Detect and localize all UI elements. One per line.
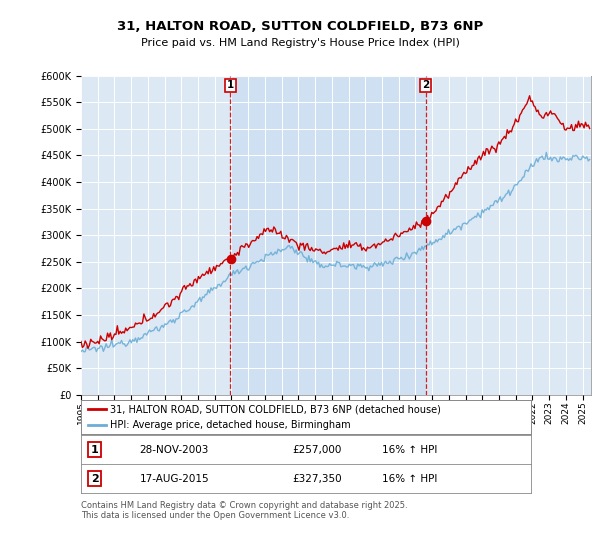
Text: 17-AUG-2015: 17-AUG-2015 [139, 474, 209, 484]
Text: 16% ↑ HPI: 16% ↑ HPI [383, 474, 438, 484]
Text: 31, HALTON ROAD, SUTTON COLDFIELD, B73 6NP: 31, HALTON ROAD, SUTTON COLDFIELD, B73 6… [117, 20, 483, 34]
Text: £257,000: £257,000 [293, 445, 342, 455]
Text: 31, HALTON ROAD, SUTTON COLDFIELD, B73 6NP (detached house): 31, HALTON ROAD, SUTTON COLDFIELD, B73 6… [110, 404, 441, 414]
Text: Contains HM Land Registry data © Crown copyright and database right 2025.
This d: Contains HM Land Registry data © Crown c… [81, 501, 407, 520]
Text: 2: 2 [91, 474, 98, 484]
Bar [230, 76, 426, 395]
Text: 28-NOV-2003: 28-NOV-2003 [139, 445, 209, 455]
Text: 1: 1 [227, 81, 234, 90]
Text: Price paid vs. HM Land Registry's House Price Index (HPI): Price paid vs. HM Land Registry's House … [140, 38, 460, 48]
Text: HPI: Average price, detached house, Birmingham: HPI: Average price, detached house, Birm… [110, 420, 351, 430]
Text: 1: 1 [91, 445, 98, 455]
Text: £327,350: £327,350 [293, 474, 342, 484]
Text: 2: 2 [422, 81, 430, 90]
Text: 16% ↑ HPI: 16% ↑ HPI [383, 445, 438, 455]
